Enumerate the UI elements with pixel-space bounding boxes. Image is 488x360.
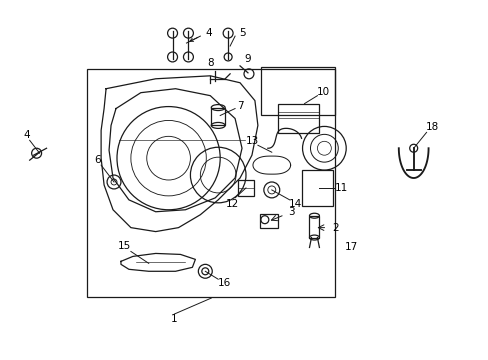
Bar (238, 180, 253, 196)
Bar (87, 69, 335, 297)
Bar (260, 67, 335, 114)
Bar (277, 104, 319, 133)
Text: 6: 6 (94, 155, 100, 165)
Bar (259, 214, 277, 228)
Text: 16: 16 (217, 278, 230, 288)
Text: 1: 1 (171, 314, 178, 324)
Text: 4: 4 (23, 130, 30, 140)
Text: 10: 10 (316, 87, 329, 97)
Bar (309, 216, 319, 238)
Text: 8: 8 (206, 58, 213, 68)
Text: 9: 9 (244, 54, 251, 64)
Text: 2: 2 (331, 222, 338, 233)
Text: 17: 17 (344, 243, 357, 252)
Text: 14: 14 (288, 199, 302, 209)
Text: 18: 18 (425, 122, 438, 132)
Text: 7: 7 (236, 100, 243, 111)
Bar (211, 108, 224, 125)
Text: 15: 15 (118, 242, 131, 252)
Text: 3: 3 (288, 207, 294, 217)
Text: 11: 11 (334, 183, 347, 193)
Text: 13: 13 (245, 136, 258, 146)
Text: 5: 5 (238, 28, 245, 38)
Text: 12: 12 (225, 199, 238, 209)
Text: 4: 4 (204, 28, 211, 38)
Bar (301, 170, 333, 206)
